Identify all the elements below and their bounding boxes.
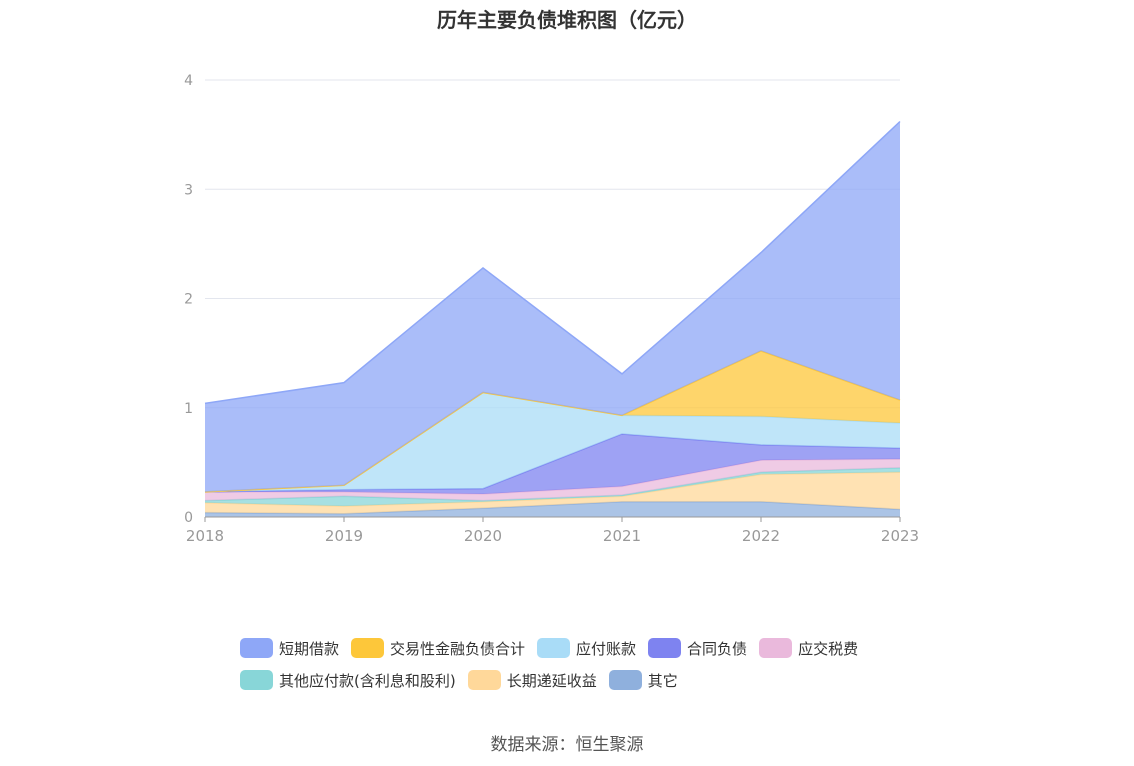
area-series-应交税费 [205,459,900,501]
legend-label: 应付账款 [576,639,637,658]
legend-item-accounts-payable[interactable]: 应付账款 [537,638,636,659]
area-series-长期递延收益 [205,472,900,514]
legend-swatch [240,670,273,690]
area-series-其它 [205,501,900,517]
y-tick-label: 3 [184,182,193,198]
x-tick-label: 2022 [742,527,780,545]
area-series-交易性金融负债合计 [205,350,900,492]
x-tick-label: 2018 [186,527,224,545]
legend-swatch [608,670,642,690]
legend: 短期借款 交易性金融负债合计 应付账款 合同负债 应交税费 其他应付款(含利息和… [240,632,940,696]
area-series-应付账款 [205,392,900,492]
legend-item-others[interactable]: 其它 [608,670,678,691]
legend-swatch [537,638,571,658]
legend-item-other-payables[interactable]: 其他应付款(含利息和股利) [240,670,456,691]
legend-swatch [351,638,385,658]
legend-item-contract-liabilities[interactable]: 合同负债 [648,638,747,659]
legend-label: 其他应付款(含利息和股利) [279,671,456,690]
legend-label: 短期借款 [279,639,340,658]
legend-label: 其它 [647,671,678,690]
legend-item-taxes-payable[interactable]: 应交税费 [759,638,858,659]
y-tick-label: 2 [184,292,193,308]
area-series-短期借款 [205,121,900,492]
y-tick-label: 0 [184,510,193,526]
legend-item-deferred-income[interactable]: 长期递延收益 [467,670,597,691]
x-tick-label: 2023 [881,527,919,545]
legend-row-2: 其他应付款(含利息和股利) 长期递延收益 其它 [240,664,940,696]
legend-swatch [240,638,273,658]
legend-swatch [759,638,793,658]
legend-item-trading-liabilities[interactable]: 交易性金融负债合计 [351,638,525,659]
x-tick-label: 2021 [603,527,641,545]
legend-swatch [648,638,682,658]
legend-label: 合同负债 [687,639,748,658]
x-tick-label: 2020 [464,527,502,545]
y-tick-label: 1 [184,401,193,417]
legend-label: 应交税费 [798,639,859,658]
data-source: 数据来源：恒生聚源 [490,735,644,755]
legend-swatch [467,670,501,690]
y-tick-label: 4 [184,73,193,89]
x-tick-label: 2019 [325,527,363,545]
legend-row-1: 短期借款 交易性金融负债合计 应付账款 合同负债 应交税费 [240,632,940,664]
chart-title: 历年主要负债堆积图（亿元） [437,8,697,32]
legend-label: 交易性金融负债合计 [390,639,526,658]
legend-label: 长期递延收益 [506,671,597,690]
area-line-短期借款 [204,120,901,405]
area-series-合同负债 [205,433,900,495]
legend-item-short-term-loans[interactable]: 短期借款 [240,638,339,659]
